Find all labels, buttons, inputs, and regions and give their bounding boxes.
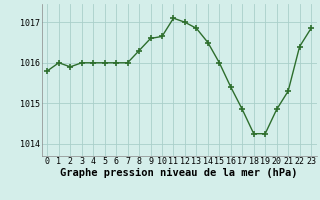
X-axis label: Graphe pression niveau de la mer (hPa): Graphe pression niveau de la mer (hPa) xyxy=(60,168,298,178)
